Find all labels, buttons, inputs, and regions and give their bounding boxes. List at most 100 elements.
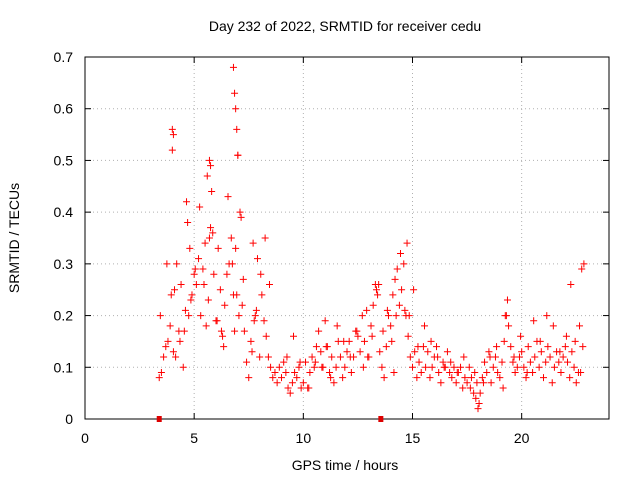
data-point	[180, 327, 188, 335]
data-point	[424, 348, 432, 356]
data-point	[290, 332, 298, 340]
data-point	[511, 368, 519, 376]
data-point	[252, 306, 260, 314]
data-point	[200, 281, 208, 289]
data-point	[543, 312, 551, 320]
plot-frame	[84, 56, 610, 420]
axes: 0 0.1 0.2 0.3 0.4 0.5 0.6 0.7 0 5 10 15 20	[54, 49, 609, 446]
data-point	[463, 379, 471, 387]
data-point	[245, 374, 253, 382]
data-point	[368, 332, 376, 340]
data-point	[282, 368, 290, 376]
y-tick-label: 0.5	[54, 152, 74, 168]
data-point	[209, 229, 217, 237]
data-point	[548, 379, 556, 387]
data-point	[498, 358, 506, 366]
data-point	[493, 343, 501, 351]
data-point	[239, 275, 247, 283]
data-point	[557, 368, 565, 376]
data-point	[233, 291, 241, 299]
data-point	[550, 363, 558, 371]
data-point	[579, 343, 587, 351]
data-point	[219, 332, 227, 340]
data-point	[359, 363, 367, 371]
data-point	[330, 379, 338, 387]
data-point	[299, 379, 307, 387]
data-point	[187, 296, 195, 304]
data-point	[535, 363, 543, 371]
x-tick-label: 0	[81, 430, 89, 446]
data-point	[166, 322, 174, 330]
data-point	[510, 353, 518, 361]
data-point	[167, 291, 175, 299]
data-point	[392, 312, 400, 320]
data-point	[240, 327, 248, 335]
data-point	[505, 322, 513, 330]
data-point	[494, 368, 502, 376]
data-point	[570, 363, 578, 371]
data-point	[191, 265, 199, 273]
data-point	[202, 322, 210, 330]
data-point	[400, 260, 408, 268]
data-point	[258, 291, 266, 299]
data-point	[341, 363, 349, 371]
data-point	[318, 363, 326, 371]
data-point	[435, 368, 443, 376]
chart-title: Day 232 of 2022, SRMTID for receiver ced…	[209, 18, 481, 34]
data-point	[264, 353, 272, 361]
data-point	[571, 337, 579, 345]
data-point	[567, 281, 575, 289]
data-point	[213, 317, 221, 325]
data-point	[499, 384, 507, 392]
data-point	[296, 358, 304, 366]
data-point	[257, 270, 265, 278]
data-point	[157, 368, 165, 376]
data-point	[443, 348, 451, 356]
data-point	[208, 187, 216, 195]
data-point	[308, 353, 316, 361]
data-point	[485, 348, 493, 356]
data-point	[295, 363, 303, 371]
data-point	[315, 327, 323, 335]
axis-marker	[378, 416, 384, 422]
data-point	[489, 363, 497, 371]
x-tick-label: 10	[296, 430, 312, 446]
data-point	[260, 317, 268, 325]
data-point	[203, 172, 211, 180]
data-point	[487, 379, 495, 387]
data-point	[353, 327, 361, 335]
data-point	[378, 363, 386, 371]
data-point	[369, 301, 377, 309]
data-point	[479, 379, 487, 387]
data-point	[411, 348, 419, 356]
data-point	[217, 327, 225, 335]
data-point	[247, 337, 255, 345]
data-point	[401, 306, 409, 314]
data-point	[236, 208, 244, 216]
data-point	[169, 348, 177, 356]
data-point	[467, 374, 475, 382]
data-point	[387, 322, 395, 330]
data-point	[433, 343, 441, 351]
data-point	[284, 384, 292, 392]
data-point	[530, 317, 538, 325]
data-point	[486, 353, 494, 361]
data-point	[207, 162, 215, 170]
data-point	[322, 343, 330, 351]
y-tick-label: 0.1	[54, 359, 74, 375]
data-point	[229, 63, 237, 71]
data-point	[326, 368, 334, 376]
data-point	[214, 244, 222, 252]
data-point	[452, 379, 460, 387]
data-point	[256, 353, 264, 361]
data-point	[446, 368, 454, 376]
data-point	[540, 374, 547, 382]
data-point	[426, 374, 434, 382]
data-point	[171, 286, 179, 294]
data-point	[559, 353, 567, 361]
x-tick-label: 20	[514, 430, 530, 446]
data-point	[561, 343, 569, 351]
data-point	[160, 353, 168, 361]
data-point	[501, 312, 509, 320]
data-point	[384, 312, 392, 320]
